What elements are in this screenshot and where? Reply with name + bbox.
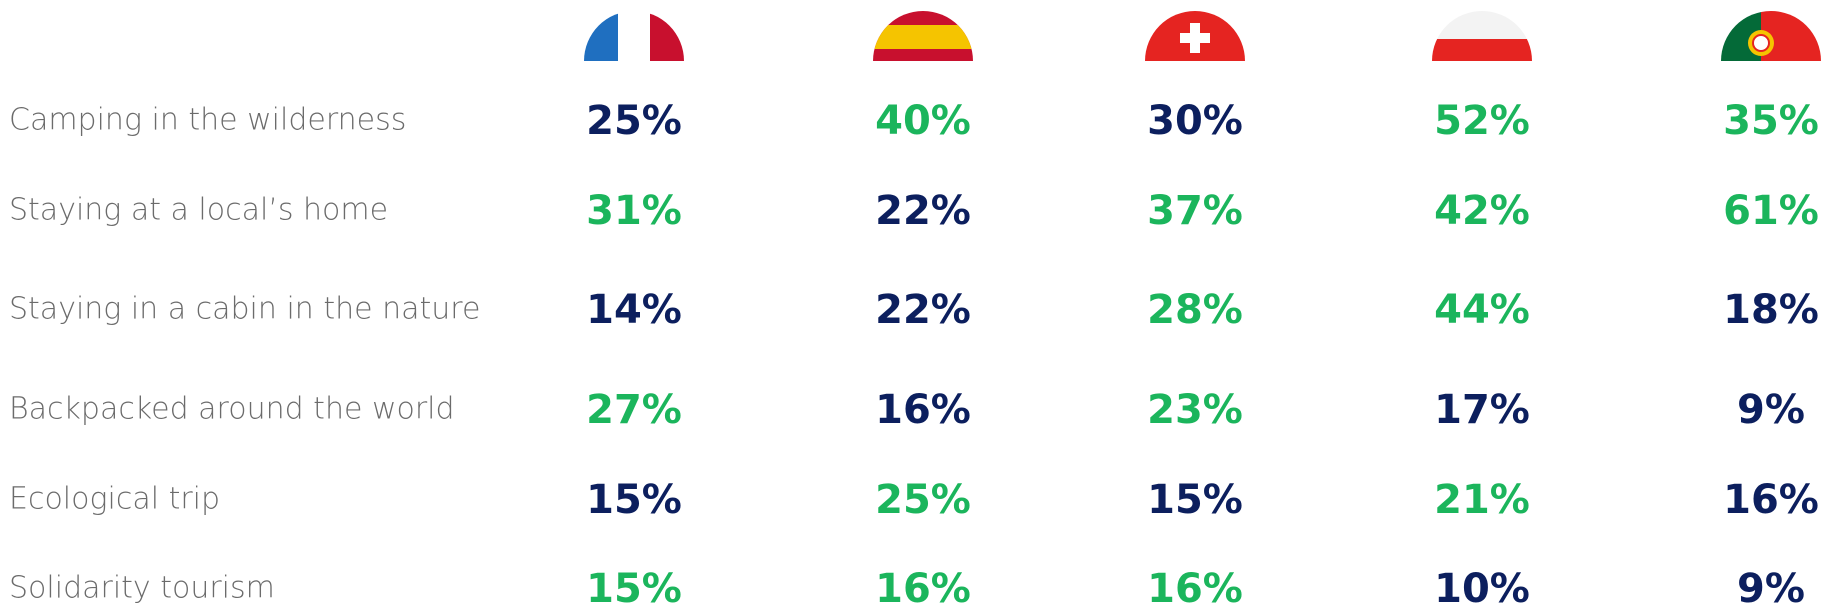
cell-value: 22% [875,188,971,234]
cell-value: 10% [1434,566,1530,612]
cell-value: 16% [875,387,971,433]
cell-value: 52% [1434,98,1530,144]
cell-value: 22% [875,287,971,333]
flags [584,11,1821,61]
cell-value: 18% [1723,287,1819,333]
flag-switzerland [1145,11,1245,61]
cell-value: 14% [586,287,682,333]
cell-value: 35% [1723,98,1819,144]
cell-value: 23% [1147,387,1243,433]
row-label: Backpacked around the world [9,392,455,427]
cell-value: 37% [1147,188,1243,234]
cell-value: 16% [1723,477,1819,523]
cell-value: 44% [1434,287,1530,333]
cell-value: 25% [586,98,682,144]
flag-poland [1432,11,1532,61]
cell-value: 9% [1737,387,1805,433]
cell-value: 15% [586,566,682,612]
cell-value: 16% [1147,566,1243,612]
row-label: Ecological trip [9,482,220,517]
row-label: Staying at a local’s home [9,193,388,228]
cell-value: 30% [1147,98,1243,144]
cell-value: 15% [1147,477,1243,523]
cell-value: 15% [586,477,682,523]
flag-portugal [1721,11,1821,61]
cell-value: 31% [586,188,682,234]
cell-value: 17% [1434,387,1530,433]
row-label: Staying in a cabin in the nature [9,292,480,327]
row-label: Solidarity tourism [9,571,275,606]
row-label: Camping in the wilderness [9,103,406,138]
flag-france [584,11,684,61]
flag-spain [873,11,973,61]
cell-value: 25% [875,477,971,523]
cell-value: 61% [1723,188,1819,234]
cell-value: 28% [1147,287,1243,333]
cell-value: 9% [1737,566,1805,612]
cell-value: 42% [1434,188,1530,234]
cell-value: 27% [586,387,682,433]
cell-value: 21% [1434,477,1530,523]
cell-value: 40% [875,98,971,144]
cell-value: 16% [875,566,971,612]
